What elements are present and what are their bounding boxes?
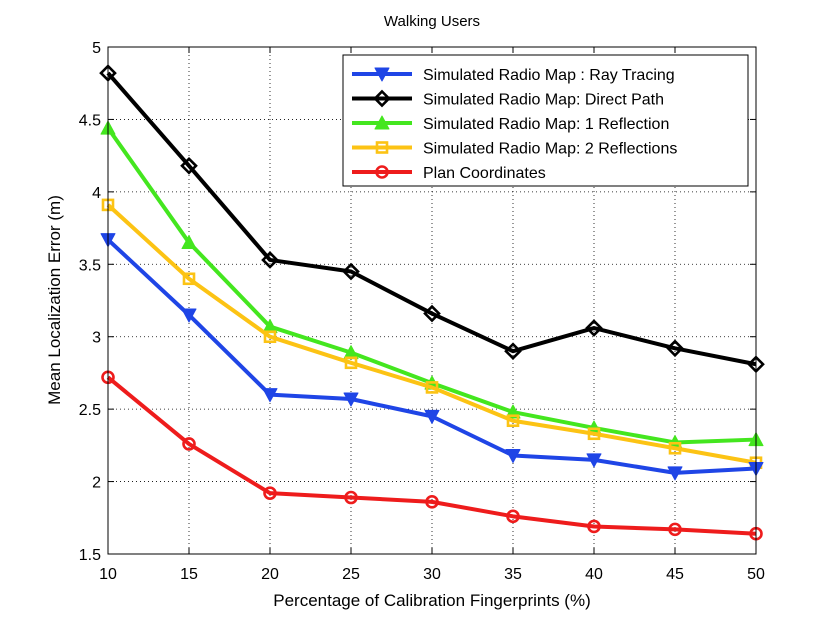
y-tick-label: 5 [92,40,101,57]
legend-marker [375,165,389,179]
data-point [181,235,197,250]
x-tick-label: 50 [747,566,765,583]
data-point [261,251,279,269]
data-point [263,486,277,500]
series-3 [101,198,763,470]
data-point [587,427,601,441]
series-0 [100,233,764,481]
series-line [106,375,757,536]
data-point [506,414,520,428]
x-tick-label: 30 [423,566,441,583]
data-point [586,453,602,468]
data-point [182,437,196,451]
legend-entry: Simulated Radio Map: 1 Reflection [352,115,669,133]
series-line [106,71,757,367]
legend: Simulated Radio Map : Ray Tracing Simulat… [342,54,749,187]
legend-entry: Simulated Radio Map : Ray Tracing [352,67,675,84]
x-tick-label: 25 [342,566,360,583]
y-tick-label: 2 [92,475,101,492]
legend-entry: Simulated Radio Map: 2 Reflections [352,141,677,158]
data-point [425,495,439,509]
x-tick-label: 45 [666,566,684,583]
y-tick-label: 2.5 [79,402,101,419]
data-point [668,522,682,537]
data-point [504,342,522,361]
legend-entry: Simulated Radio Map: Direct Path [352,89,664,109]
x-tick-label: 35 [504,566,522,583]
legend-marker [375,141,389,154]
x-tick-label: 40 [585,566,603,583]
legend-label: Plan Coordinates [423,165,546,182]
data-point [182,272,196,286]
data-point [424,409,440,424]
x-tick-label: 20 [261,566,279,583]
x-tick-label: 10 [99,566,117,583]
x-tick-label: 15 [180,566,198,583]
data-point [181,308,197,323]
data-point [423,304,441,323]
data-point [425,381,439,394]
data-point [666,339,684,358]
data-point [505,448,521,463]
data-point [343,392,359,407]
axis-ticks: 10 15 20 25 30 35 40 45 50 1.5 2 2.5 3 3.5 4 4.5 5 [79,40,765,583]
y-tick-label: 4 [92,185,101,202]
legend-marker [374,67,390,82]
x-axis-label: Percentage of Calibration Fingerprints (… [273,591,590,610]
legend-label: Simulated Radio Map: 1 Reflection [423,116,669,133]
y-axis-label: Mean Localization Error (m) [45,195,64,405]
data-point [180,156,198,175]
data-point [667,466,683,481]
y-tick-label: 3.5 [79,257,101,274]
data-point [262,388,278,403]
series-line [106,203,757,465]
y-tick-label: 1.5 [79,547,101,564]
legend-entry: Plan Coordinates [352,165,546,182]
legend-box [342,54,749,187]
data-point [585,319,603,337]
legend-marker [373,89,391,108]
legend-label: Simulated Radio Map : Ray Tracing [423,67,675,84]
legend-marker [374,115,390,130]
chart-title: Walking Users [384,13,480,30]
data-point [587,519,601,534]
data-point [342,262,360,281]
legend-label: Simulated Radio Map: 2 Reflections [423,141,677,158]
legend-label: Simulated Radio Map: Direct Path [423,92,664,109]
data-point [263,330,277,344]
data-point [668,441,682,455]
y-tick-label: 4.5 [79,112,101,129]
y-tick-label: 3 [92,330,101,347]
data-point [344,490,358,505]
series-layer [99,64,765,541]
data-point [506,509,520,524]
data-point [344,356,358,370]
